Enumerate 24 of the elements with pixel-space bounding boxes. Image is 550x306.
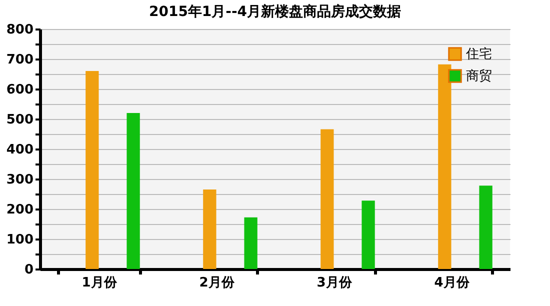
bar xyxy=(479,186,492,269)
y-tick-label: 300 xyxy=(6,172,34,188)
bar xyxy=(86,71,99,269)
bar xyxy=(203,190,216,269)
y-tick-label: 800 xyxy=(6,22,34,38)
y-tick-label: 200 xyxy=(6,202,34,218)
x-tick-label: 2月份 xyxy=(199,276,236,290)
y-tick-label: 0 xyxy=(24,262,34,278)
bar xyxy=(320,129,334,269)
bar xyxy=(244,217,258,269)
x-tick-label: 4月份 xyxy=(434,276,470,290)
bar xyxy=(362,200,375,269)
y-tick-label: 700 xyxy=(6,52,34,68)
legend-label: 住宅 xyxy=(465,46,492,62)
x-tick-label: 1月份 xyxy=(82,276,118,290)
x-tick-label: 3月份 xyxy=(316,276,353,290)
y-tick-label: 400 xyxy=(6,142,34,158)
y-tick-label: 600 xyxy=(6,82,34,98)
legend-label: 商贸 xyxy=(466,69,492,84)
y-tick-label: 500 xyxy=(6,112,34,128)
bar xyxy=(438,64,452,269)
y-tick-label: 100 xyxy=(6,232,34,248)
bar xyxy=(126,113,140,269)
chart-title: 2015年1月--4月新楼盘商品房成交数据 xyxy=(148,3,402,20)
